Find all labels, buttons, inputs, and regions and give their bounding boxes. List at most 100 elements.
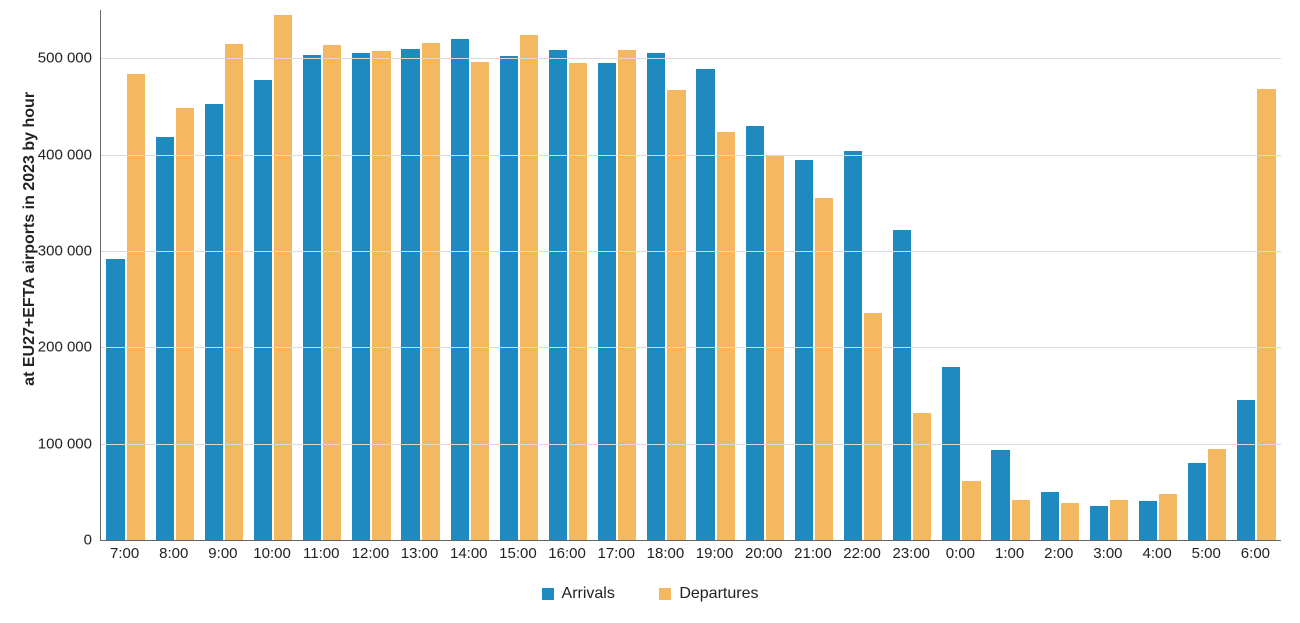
bar-departures: [323, 45, 341, 540]
bar-arrivals: [1188, 463, 1206, 540]
bar-departures: [815, 198, 833, 540]
bar-arrivals: [696, 69, 714, 540]
bar-group: [1041, 10, 1079, 540]
bar-arrivals: [942, 367, 960, 540]
bar-group: [696, 10, 734, 540]
bar-group: [1188, 10, 1226, 540]
bar-departures: [422, 43, 440, 540]
bar-arrivals: [795, 160, 813, 540]
bar-group: [844, 10, 882, 540]
bar-group: [647, 10, 685, 540]
bar-arrivals: [598, 63, 616, 540]
bar-group: [549, 10, 587, 540]
bar-arrivals: [1041, 492, 1059, 540]
x-tick-label: 15:00: [499, 545, 537, 562]
bar-departures: [520, 35, 538, 540]
legend-item-departures: Departures: [659, 585, 758, 603]
x-tick-label: 2:00: [1044, 545, 1073, 562]
bar-arrivals: [647, 53, 665, 540]
bars-layer: [101, 10, 1281, 540]
bar-group: [254, 10, 292, 540]
y-axis-title-line2: at EU27+EFTA airports in 2023 by hour: [21, 92, 38, 386]
bar-group: [795, 10, 833, 540]
x-tick-label: 0:00: [946, 545, 975, 562]
bar-arrivals: [401, 49, 419, 540]
x-tick-label: 21:00: [794, 545, 832, 562]
y-tick-label: 100 000: [38, 435, 92, 452]
bar-arrivals: [746, 126, 764, 540]
x-tick-label: 22:00: [843, 545, 881, 562]
x-tick-label: 14:00: [450, 545, 488, 562]
y-tick-label: 400 000: [38, 146, 92, 163]
x-tick-label: 1:00: [995, 545, 1024, 562]
bar-arrivals: [844, 151, 862, 540]
bar-group: [106, 10, 144, 540]
legend-swatch-arrivals: [542, 588, 554, 600]
legend-label-departures: Departures: [679, 585, 758, 603]
x-tick-label: 8:00: [159, 545, 188, 562]
bar-arrivals: [205, 104, 223, 540]
bar-group: [205, 10, 243, 540]
y-tick-label: 300 000: [38, 242, 92, 259]
bar-arrivals: [352, 53, 370, 540]
legend-item-arrivals: Arrivals: [542, 585, 615, 603]
gridline: [101, 251, 1281, 252]
bar-departures: [1012, 500, 1030, 540]
x-tick-label: 19:00: [696, 545, 734, 562]
bar-departures: [1110, 500, 1128, 540]
bar-departures: [127, 74, 145, 540]
bar-arrivals: [254, 80, 272, 540]
bar-group: [893, 10, 931, 540]
legend: Arrivals Departures: [0, 585, 1300, 605]
x-tick-label: 13:00: [401, 545, 439, 562]
bar-arrivals: [1139, 501, 1157, 541]
bar-group: [352, 10, 390, 540]
bar-arrivals: [1237, 400, 1255, 540]
plot-area: [100, 10, 1281, 541]
bar-arrivals: [1090, 506, 1108, 540]
x-tick-label: 9:00: [208, 545, 237, 562]
bar-departures: [1208, 449, 1226, 540]
bar-group: [746, 10, 784, 540]
x-tick-label: 5:00: [1192, 545, 1221, 562]
bar-arrivals: [549, 50, 567, 540]
x-tick-label: 11:00: [303, 545, 339, 562]
x-tick-label: 4:00: [1142, 545, 1171, 562]
bar-group: [303, 10, 341, 540]
bar-arrivals: [106, 259, 124, 540]
x-tick-label: 18:00: [647, 545, 685, 562]
x-tick-label: 23:00: [892, 545, 930, 562]
x-tick-label: 10:00: [253, 545, 291, 562]
bar-departures: [717, 132, 735, 540]
bar-departures: [1061, 503, 1079, 540]
gridline: [101, 347, 1281, 348]
bar-group: [156, 10, 194, 540]
bar-arrivals: [156, 137, 174, 540]
gridline: [101, 58, 1281, 59]
x-tick-label: 17:00: [597, 545, 635, 562]
bar-group: [991, 10, 1029, 540]
gridline: [101, 444, 1281, 445]
legend-swatch-departures: [659, 588, 671, 600]
movements-by-hour-chart: Total number of movements at EU27+EFTA a…: [0, 0, 1300, 623]
y-tick-label: 500 000: [38, 50, 92, 67]
bar-departures: [372, 51, 390, 540]
legend-label-arrivals: Arrivals: [562, 585, 615, 603]
x-tick-label: 3:00: [1093, 545, 1122, 562]
bar-arrivals: [991, 450, 1009, 540]
bar-group: [401, 10, 439, 540]
bar-departures: [176, 108, 194, 540]
bar-group: [500, 10, 538, 540]
bar-departures: [274, 15, 292, 540]
bar-group: [1237, 10, 1275, 540]
bar-departures: [667, 90, 685, 540]
bar-departures: [1159, 494, 1177, 540]
x-tick-label: 16:00: [548, 545, 586, 562]
bar-departures: [471, 62, 489, 540]
bar-departures: [962, 481, 980, 540]
x-tick-label: 20:00: [745, 545, 783, 562]
bar-arrivals: [303, 55, 321, 540]
x-tick-label: 12:00: [352, 545, 390, 562]
bar-departures: [1257, 89, 1275, 540]
bar-group: [1139, 10, 1177, 540]
